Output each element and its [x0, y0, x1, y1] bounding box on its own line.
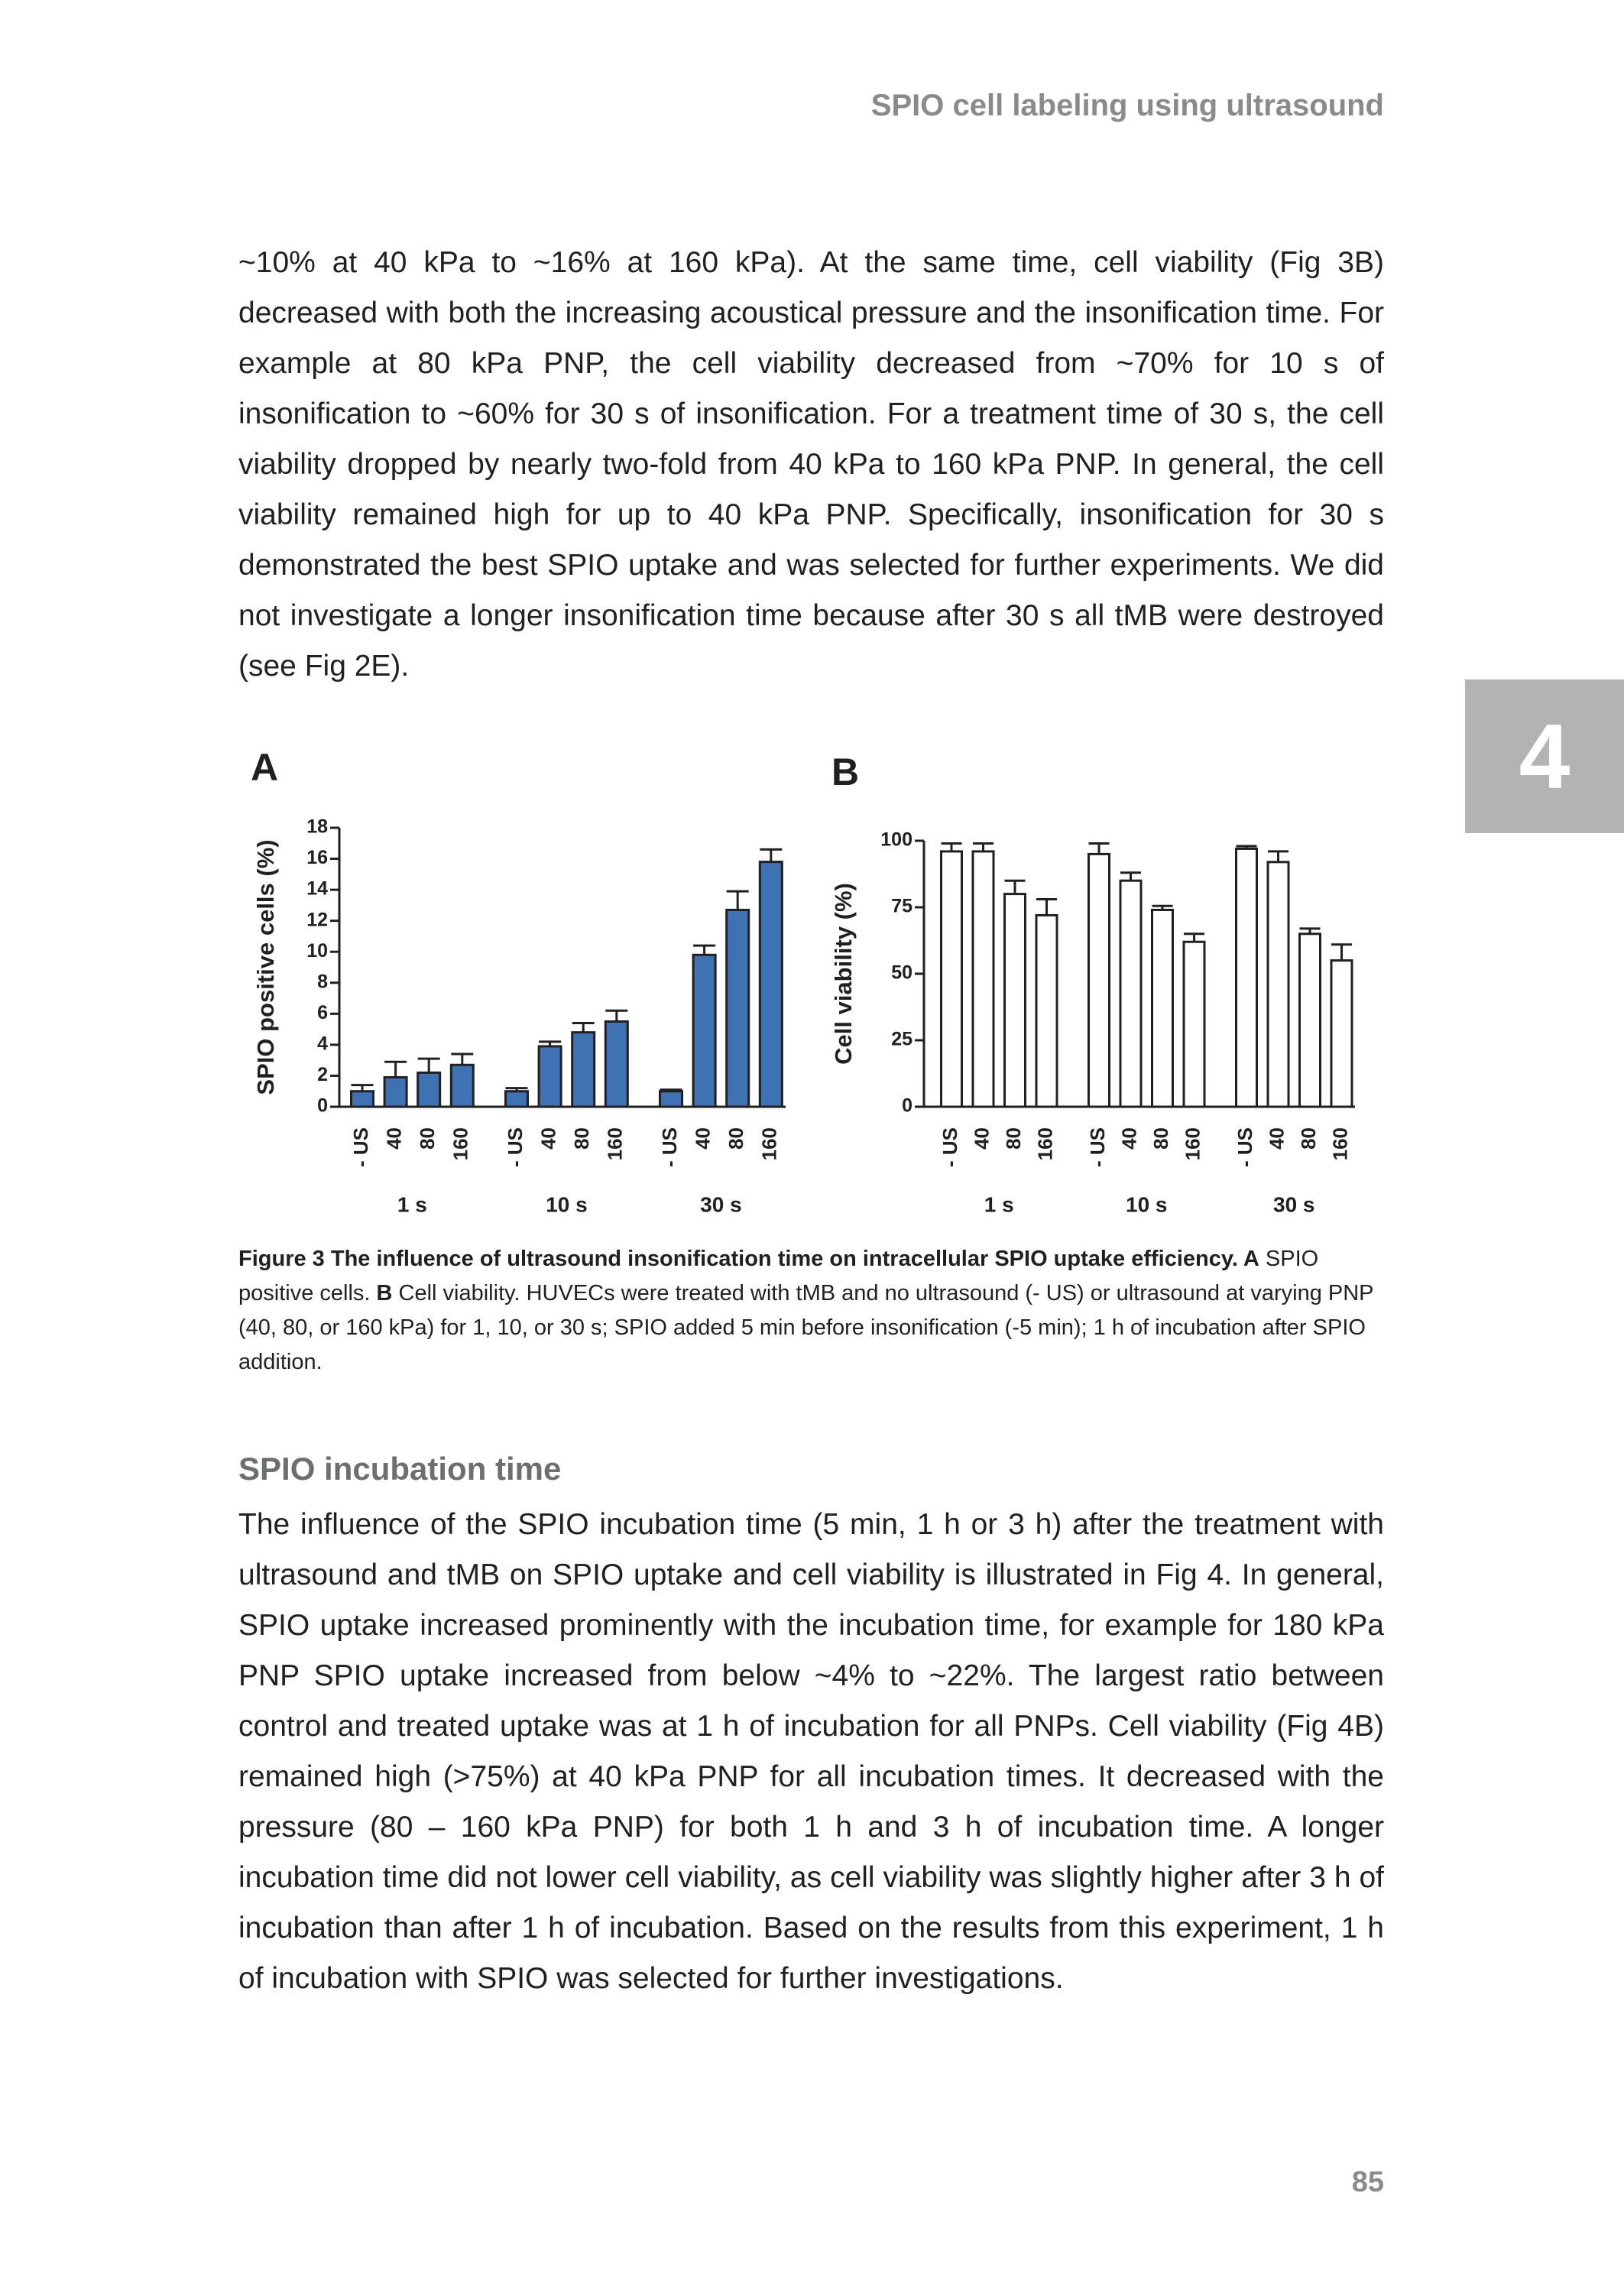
y-tick-label: 0: [317, 1095, 328, 1117]
group-label: 10 s: [1126, 1192, 1168, 1216]
y-tick-label: 12: [306, 909, 328, 930]
bar: [1266, 861, 1290, 1108]
bar: [758, 861, 783, 1108]
bar: [725, 908, 750, 1108]
x-tick-label: 160: [1328, 1127, 1351, 1160]
x-tick-label: 160: [449, 1127, 472, 1160]
page-number: 85: [1351, 2166, 1384, 2198]
x-tick-label: 40: [536, 1127, 559, 1150]
panel-label: A: [251, 746, 278, 789]
y-axis-label: Cell viability (%): [830, 883, 857, 1065]
x-tick-label: 40: [970, 1127, 993, 1150]
bar: [1182, 940, 1206, 1108]
y-tick-label: 25: [891, 1029, 912, 1050]
bar: [1298, 932, 1321, 1108]
x-tick-label: 160: [604, 1127, 627, 1160]
x-tick-label: 80: [570, 1127, 593, 1150]
x-tick-label: 40: [382, 1127, 405, 1150]
y-tick-label: 10: [306, 940, 328, 962]
paragraph: The influence of the SPIO incubation tim…: [238, 1508, 1384, 1995]
bar: [537, 1045, 562, 1108]
panel-label: B: [831, 751, 859, 793]
group-label: 1 s: [397, 1192, 427, 1216]
caption-text: SPIO positive cells.: [238, 1247, 1319, 1305]
y-tick-label: 14: [306, 878, 328, 900]
y-tick-label: 4: [317, 1033, 328, 1054]
group-label: 1 s: [984, 1192, 1014, 1216]
y-tick-label: 2: [317, 1064, 328, 1085]
y-axis-label: SPIO positive cells (%): [252, 839, 279, 1095]
x-tick-label: 80: [1002, 1127, 1025, 1150]
x-tick-label: 160: [1181, 1127, 1204, 1160]
bar: [940, 850, 963, 1108]
x-tick-label: - US: [938, 1127, 961, 1167]
y-tick-label: 6: [317, 1002, 328, 1023]
chapter-tab: 4: [1465, 679, 1624, 833]
x-tick-label: 80: [416, 1127, 439, 1150]
x-tick-label: - US: [1233, 1127, 1256, 1167]
bar: [692, 953, 717, 1108]
x-tick-label: - US: [658, 1127, 681, 1167]
x-tick-label: 80: [1297, 1127, 1320, 1150]
x-tick-label: 40: [691, 1127, 714, 1150]
group-label: 30 s: [1273, 1192, 1315, 1216]
y-tick-label: 16: [306, 847, 328, 868]
bar: [1088, 852, 1110, 1108]
y-tick-label: 100: [880, 829, 912, 851]
x-tick-label: - US: [349, 1127, 372, 1167]
bar: [571, 1031, 596, 1108]
y-tick-label: 75: [891, 896, 912, 917]
bar: [1330, 959, 1353, 1108]
bar: [504, 1090, 529, 1108]
x-tick-label: 160: [1033, 1127, 1056, 1160]
x-tick-label: 80: [724, 1127, 747, 1150]
caption-text: Cell viability. HUVECs were treated with…: [238, 1281, 1373, 1374]
bar: [1235, 847, 1258, 1108]
x-tick-label: 80: [1149, 1127, 1172, 1150]
running-title: SPIO cell labeling using ultrasound: [870, 89, 1384, 122]
x-tick-label: 160: [758, 1127, 781, 1160]
bar: [1035, 913, 1058, 1108]
y-tick-label: 8: [317, 971, 328, 992]
group-label: 10 s: [546, 1192, 588, 1216]
bar: [1151, 908, 1174, 1108]
caption-text: B: [376, 1281, 393, 1305]
bar: [449, 1063, 475, 1108]
bar: [350, 1090, 374, 1108]
figure-caption: Figure 3 The influence of ultrasound ins…: [238, 1242, 1384, 1380]
bar: [659, 1090, 683, 1108]
y-tick-label: 0: [902, 1095, 912, 1117]
y-tick-label: 18: [306, 816, 328, 838]
bar: [417, 1071, 442, 1108]
paragraph: ~10% at 40 kPa to ~16% at 160 kPa). At t…: [238, 246, 1384, 683]
group-label: 30 s: [700, 1192, 742, 1216]
bar: [971, 850, 995, 1108]
bar: [1119, 879, 1143, 1108]
x-tick-label: 40: [1265, 1127, 1288, 1150]
bar: [1003, 893, 1026, 1108]
bar: [604, 1020, 629, 1108]
caption-text: Figure 3 The influence of ultrasound ins…: [238, 1247, 1259, 1271]
y-tick-label: 50: [891, 962, 912, 984]
x-tick-label: - US: [504, 1127, 527, 1167]
x-tick-label: - US: [1086, 1127, 1109, 1167]
section-heading: SPIO incubation time: [238, 1451, 562, 1487]
bar: [383, 1075, 408, 1108]
x-tick-label: 40: [1117, 1127, 1140, 1150]
